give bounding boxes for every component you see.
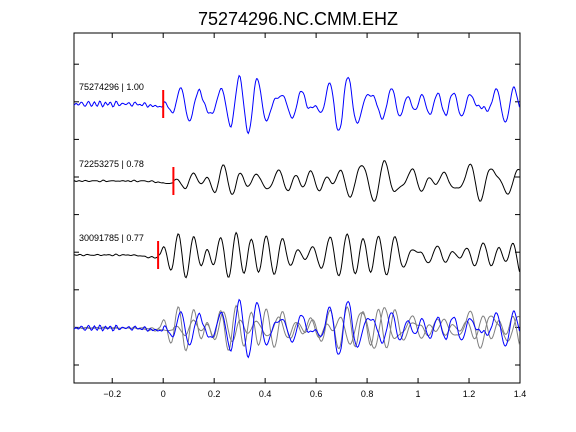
trace-label: 30091785 | 0.77 xyxy=(79,233,144,243)
x-tick-label: 0.8 xyxy=(361,389,374,399)
trace-line xyxy=(73,160,520,202)
trace-label: 75274296 | 1.00 xyxy=(79,82,144,92)
axis-ticks: −0.2 0 0.2 0.4 0.6 0.8 1 1.2 1.4 xyxy=(74,33,526,399)
x-tick-label: 1.2 xyxy=(463,389,476,399)
x-tick-label: 0.6 xyxy=(310,389,323,399)
trace-label: 72253275 | 0.78 xyxy=(79,159,144,169)
trace-line xyxy=(73,74,520,135)
x-tick-label: 0 xyxy=(161,389,166,399)
chart-title: 75274296.NC.CMM.EHZ xyxy=(198,9,398,29)
traces: 75274296 | 1.00 72253275 | 0.78 30091785 |… xyxy=(73,74,520,359)
x-tick-label: 0.4 xyxy=(259,389,272,399)
stack-primary-line xyxy=(73,298,520,359)
x-tick-label: 1.4 xyxy=(514,389,527,399)
x-tick-label: −0.2 xyxy=(103,389,121,399)
stack-overlay-line xyxy=(73,307,520,349)
x-tick-label: 0.2 xyxy=(208,389,221,399)
x-tick-label: 1 xyxy=(416,389,421,399)
plot-frame xyxy=(73,32,521,384)
trace-line xyxy=(73,231,520,279)
